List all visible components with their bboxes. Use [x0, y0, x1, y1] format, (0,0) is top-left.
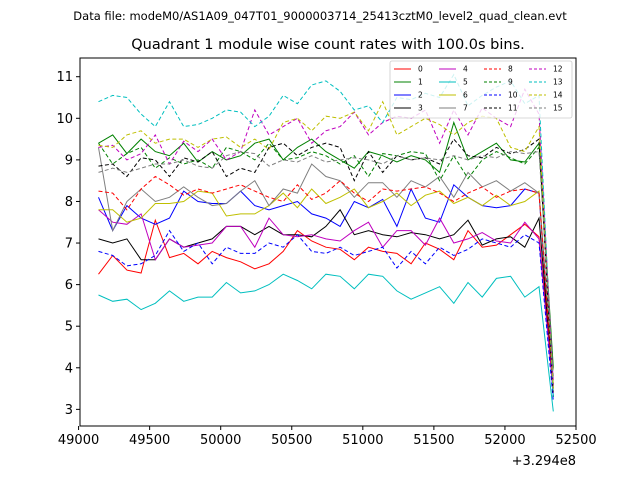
x-tick-label: 49500	[129, 433, 170, 448]
x-tick-label: 50500	[271, 433, 312, 448]
y-tick-label: 8	[65, 195, 73, 210]
series-line-2	[98, 183, 554, 397]
legend-label-0: 0	[418, 65, 423, 74]
legend-label-14: 14	[553, 91, 563, 100]
series-line-7	[98, 147, 554, 381]
series-line-13	[98, 73, 554, 397]
plot-frame	[79, 57, 577, 427]
x-tick-label: 52500	[555, 433, 596, 448]
y-tick-label: 6	[65, 278, 73, 293]
y-tick-label: 4	[65, 361, 73, 376]
legend-label-4: 4	[463, 65, 468, 74]
legend-label-6: 6	[463, 91, 468, 100]
series-line-11	[98, 138, 554, 397]
series-line-15	[98, 151, 554, 377]
legend-label-8: 8	[508, 65, 513, 74]
legend-label-3: 3	[418, 104, 423, 113]
plot-series-group	[98, 73, 554, 412]
series-line-6	[98, 188, 554, 385]
x-tick-label: 49000	[58, 433, 99, 448]
legend-label-13: 13	[553, 78, 563, 87]
legend-label-10: 10	[508, 91, 518, 100]
legend-box	[389, 60, 573, 119]
x-tick-label: 50000	[200, 433, 241, 448]
series-line-9	[98, 142, 554, 372]
y-tick-label: 11	[56, 70, 73, 85]
x-tick-label: 51000	[342, 433, 383, 448]
chart-title: Quadrant 1 module wise count rates with …	[131, 37, 525, 53]
x-axis: 49000 49500 50000 50500 51000 51500 52000 52500	[58, 426, 597, 448]
y-tick-label: 7	[65, 237, 73, 252]
legend-label-1: 1	[418, 78, 423, 87]
legend-label-11: 11	[508, 104, 518, 113]
series-line-1	[98, 120, 554, 368]
legend-label-7: 7	[463, 104, 468, 113]
series-line-8	[98, 175, 554, 393]
legend-label-2: 2	[418, 91, 423, 100]
series-line-12	[98, 88, 554, 385]
legend-label-5: 5	[463, 78, 468, 87]
series-line-5	[98, 273, 554, 412]
legend-label-12: 12	[553, 65, 563, 74]
y-tick-label: 9	[65, 153, 73, 168]
legend-label-9: 9	[508, 78, 513, 87]
y-axis: 3 4 5 6 7 8 9 10 11	[56, 70, 80, 418]
series-line-4	[98, 209, 554, 393]
x-tick-label: 52000	[484, 433, 525, 448]
x-tick-label: 51500	[413, 433, 454, 448]
x-axis-offset-label: +3.294e8	[512, 454, 576, 469]
series-line-0	[98, 218, 554, 385]
y-tick-label: 3	[65, 403, 73, 418]
series-line-14	[98, 100, 554, 389]
y-tick-label: 5	[65, 320, 73, 335]
series-line-3	[98, 208, 554, 389]
series-line-10	[98, 229, 554, 402]
legend-label-15: 15	[553, 104, 563, 113]
chart-suptitle: Data file: modeM0/AS1A09_047T01_90000037…	[73, 9, 567, 23]
y-tick-label: 10	[56, 112, 73, 127]
